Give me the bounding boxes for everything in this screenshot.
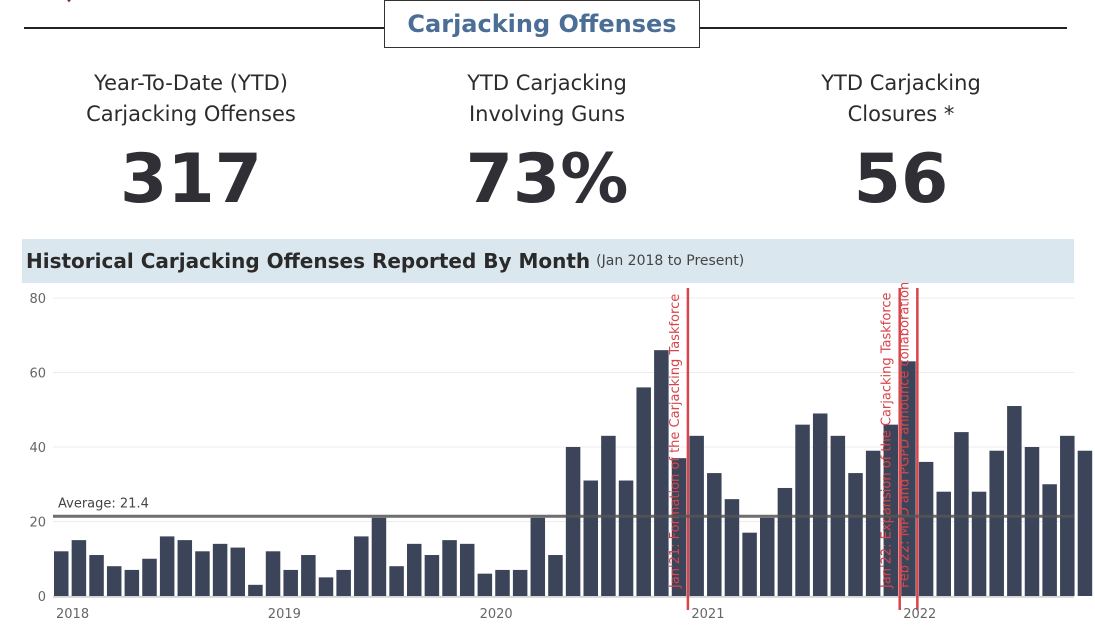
bar bbox=[248, 584, 263, 596]
x-year-label: 2021 bbox=[691, 607, 724, 622]
agency-logo-icon bbox=[67, 0, 71, 3]
bar bbox=[901, 361, 916, 596]
bar bbox=[989, 450, 1004, 596]
y-tick-label: 80 bbox=[29, 292, 46, 307]
y-tick-label: 0 bbox=[38, 590, 46, 605]
kpi-closures: YTD Carjacking Closures * 56 bbox=[731, 68, 1071, 220]
bar bbox=[230, 547, 245, 596]
kpi-label: YTD Carjacking Closures * bbox=[821, 71, 981, 126]
bar bbox=[106, 566, 122, 596]
bar bbox=[495, 569, 510, 596]
bar bbox=[936, 491, 951, 596]
average-label: Average: 21.4 bbox=[58, 496, 149, 511]
kpi-value: 317 bbox=[120, 140, 262, 219]
bar bbox=[760, 517, 775, 596]
bar bbox=[159, 536, 175, 596]
chart-header: Historical Carjacking Offenses Reported … bbox=[22, 239, 1074, 283]
bar bbox=[265, 551, 281, 596]
bar bbox=[1007, 406, 1022, 596]
chart-subtitle: (Jan 2018 to Present) bbox=[596, 253, 745, 269]
x-year-label: 2019 bbox=[268, 607, 301, 622]
bar bbox=[954, 432, 969, 596]
y-tick-label: 20 bbox=[29, 516, 46, 531]
kpi-value: 73% bbox=[465, 140, 629, 219]
bar bbox=[883, 424, 899, 596]
bar bbox=[512, 569, 528, 596]
bar bbox=[1024, 447, 1040, 596]
bar bbox=[301, 555, 316, 596]
x-year-label: 2022 bbox=[903, 607, 936, 622]
bar bbox=[212, 543, 228, 596]
bar bbox=[354, 536, 369, 596]
bar bbox=[583, 480, 598, 596]
bar bbox=[812, 413, 828, 596]
bar bbox=[71, 540, 87, 596]
kpi-guns: YTD Carjacking Involving Guns 73% bbox=[377, 68, 717, 220]
bar bbox=[565, 447, 581, 596]
bar bbox=[707, 473, 722, 596]
kpi-ytd-offenses: Year-To-Date (YTD) Carjacking Offenses 3… bbox=[21, 68, 361, 220]
bar bbox=[459, 543, 475, 596]
bar bbox=[636, 387, 651, 596]
kpi-label: YTD Carjacking Involving Guns bbox=[467, 71, 627, 126]
bar bbox=[671, 458, 687, 596]
page-title-box: Carjacking Offenses bbox=[384, 0, 700, 48]
event-annotation-label: Jan'21: Formation of the Carjacking Task… bbox=[668, 294, 683, 589]
kpi-label: Year-To-Date (YTD) Carjacking Offenses bbox=[86, 71, 296, 126]
monthly-offenses-chart: 0 20 40 60 80 Jan'21: Formation of the Carjac… bbox=[29, 283, 1093, 622]
bar bbox=[618, 480, 634, 596]
x-year-label: 2018 bbox=[56, 607, 89, 622]
bar bbox=[971, 491, 987, 596]
bar bbox=[795, 424, 810, 596]
event-annotation-label: Jan'22: Expansion of the Carjacking Task… bbox=[880, 292, 895, 589]
bar bbox=[336, 569, 351, 596]
event-annotation-label: Feb'22: MPD and PGPD announce collaborat… bbox=[897, 283, 912, 588]
title-rule-right bbox=[700, 27, 1067, 29]
bar bbox=[177, 540, 193, 596]
bar bbox=[424, 555, 440, 596]
bar bbox=[318, 577, 334, 596]
bar bbox=[1077, 450, 1093, 596]
bar bbox=[195, 551, 210, 596]
bar bbox=[777, 487, 793, 596]
bar bbox=[530, 517, 546, 596]
bar bbox=[124, 569, 140, 596]
bar bbox=[742, 532, 757, 596]
page-title: Carjacking Offenses bbox=[407, 10, 677, 38]
bar bbox=[89, 555, 104, 596]
title-rule-left bbox=[24, 27, 386, 29]
bar bbox=[371, 517, 387, 596]
bar bbox=[654, 350, 669, 596]
bar bbox=[477, 573, 493, 596]
x-year-label: 2020 bbox=[480, 607, 513, 622]
bar bbox=[918, 461, 934, 596]
chart-title: Historical Carjacking Offenses Reported … bbox=[26, 249, 591, 273]
bar bbox=[865, 450, 881, 596]
bar bbox=[54, 551, 69, 596]
bar bbox=[389, 566, 404, 596]
bar bbox=[283, 569, 298, 596]
bar bbox=[142, 558, 157, 596]
y-tick-label: 40 bbox=[29, 441, 46, 456]
bar bbox=[1042, 484, 1057, 596]
kpi-value: 56 bbox=[853, 140, 949, 219]
y-tick-label: 60 bbox=[29, 367, 46, 382]
bar bbox=[407, 543, 422, 596]
bar bbox=[442, 540, 457, 596]
bar bbox=[848, 473, 863, 596]
bar bbox=[548, 555, 563, 596]
bar bbox=[724, 499, 740, 596]
